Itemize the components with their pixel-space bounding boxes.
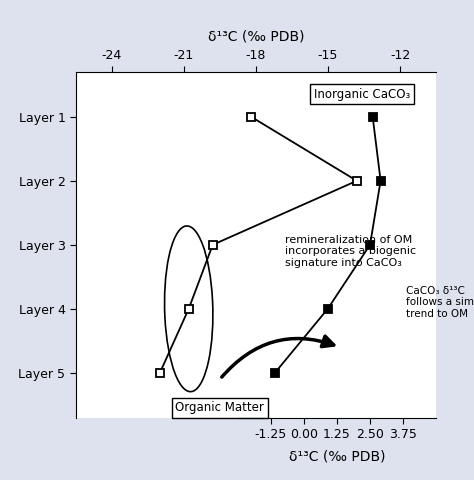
Text: remineralization of OM
incorporates a biogenic
signature into CaCO₃: remineralization of OM incorporates a bi… [285,235,416,268]
Text: Inorganic CaCO₃: Inorganic CaCO₃ [314,88,410,101]
X-axis label: δ¹³C (‰ PDB): δ¹³C (‰ PDB) [208,29,304,43]
X-axis label: δ¹³C (‰ PDB): δ¹³C (‰ PDB) [289,449,385,463]
Text: CaCO₃ δ¹³C
follows a similar
trend to OM: CaCO₃ δ¹³C follows a similar trend to OM [406,286,474,319]
Text: Organic Matter: Organic Matter [175,401,264,415]
